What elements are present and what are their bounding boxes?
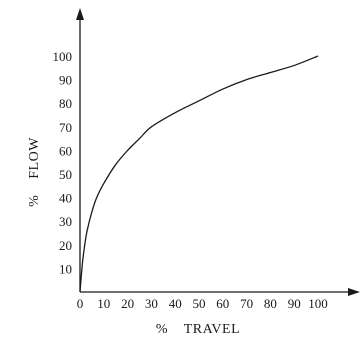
x-tick-label: 40 (169, 296, 182, 311)
x-tick-labels: 0 10 20 30 40 50 60 70 80 90 100 (77, 296, 328, 311)
y-tick-label: 90 (59, 73, 72, 88)
x-tick-label: 30 (145, 296, 158, 311)
x-tick-label: 80 (264, 296, 277, 311)
y-axis-label: % FLOW (27, 137, 42, 207)
y-tick-labels: 10 20 30 40 50 60 70 80 90 100 (53, 49, 73, 276)
y-tick-label: 10 (59, 261, 72, 276)
y-tick-label: 20 (59, 238, 72, 253)
x-axis-arrow (348, 288, 360, 296)
y-tick-label: 50 (59, 167, 72, 182)
y-tick-label: 70 (59, 120, 72, 135)
x-tick-label: 20 (121, 296, 134, 311)
x-tick-label: 60 (216, 296, 229, 311)
y-tick-label: 100 (53, 49, 73, 64)
y-tick-label: 30 (59, 214, 72, 229)
y-tick-label: 80 (59, 96, 72, 111)
x-tick-label: 90 (288, 296, 301, 311)
y-axis-arrow (76, 8, 84, 20)
x-tick-label: 0 (77, 296, 84, 311)
y-tick-label: 40 (59, 191, 72, 206)
x-tick-label: 100 (308, 296, 328, 311)
x-axis-label: % TRAVEL (156, 322, 240, 337)
y-tick-label: 60 (59, 143, 72, 158)
x-tick-label: 10 (97, 296, 110, 311)
series-line (79, 55, 319, 293)
x-tick-label: 70 (240, 296, 253, 311)
x-tick-label: 50 (193, 296, 206, 311)
